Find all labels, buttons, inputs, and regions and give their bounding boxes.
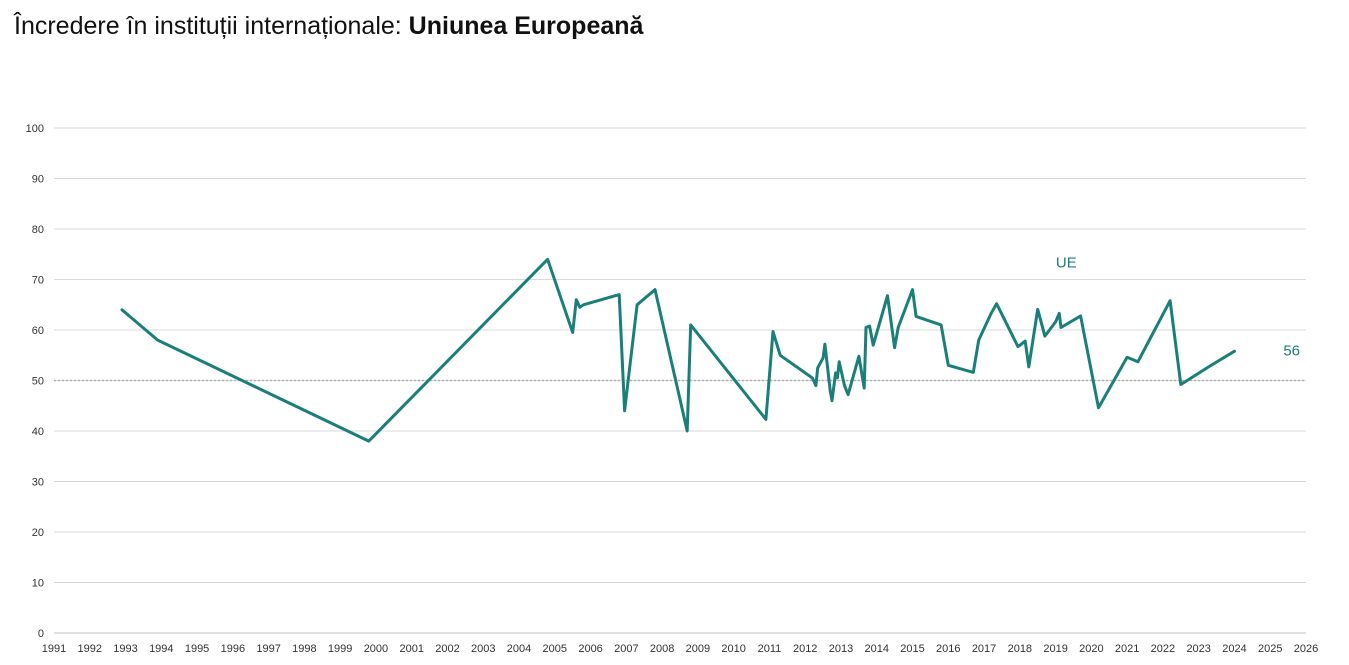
x-tick-label: 2011 (758, 643, 782, 655)
x-tick-label: 2019 (1043, 643, 1067, 655)
x-tick-label: 2009 (686, 643, 710, 655)
x-tick-label: 2013 (829, 643, 853, 655)
x-tick-label: 1998 (292, 643, 316, 655)
title-bold: Uniunea Europeană (408, 12, 644, 40)
series-label-ue: UE (1056, 254, 1077, 271)
x-tick-label: 1993 (113, 643, 137, 655)
y-tick-label: 90 (32, 174, 44, 186)
x-tick-label: 2002 (435, 643, 459, 655)
y-tick-label: 10 (32, 578, 44, 590)
x-tick-label: 2017 (972, 643, 996, 655)
x-tick-label: 2018 (1008, 643, 1032, 655)
x-tick-label: 1999 (328, 643, 352, 655)
y-tick-label: 70 (32, 275, 44, 287)
y-tick-label: 50 (32, 376, 44, 388)
x-tick-label: 2025 (1258, 643, 1282, 655)
x-tick-label: 1992 (78, 643, 102, 655)
x-tick-label: 2022 (1151, 643, 1175, 655)
y-tick-label: 30 (32, 477, 44, 489)
x-tick-label: 2014 (865, 643, 889, 655)
x-tick-label: 2008 (650, 643, 674, 655)
chart-title: Încredere în instituții internaționale: … (14, 12, 643, 41)
x-tick-label: 2015 (900, 643, 924, 655)
end-value-label: 56 (1283, 342, 1300, 359)
x-tick-label: 2016 (936, 643, 960, 655)
x-tick-label: 2001 (399, 643, 423, 655)
x-tick-label: 2005 (543, 643, 567, 655)
x-tick-label: 2024 (1222, 643, 1246, 655)
x-tick-label: 2012 (793, 643, 817, 655)
x-tick-label: 2010 (721, 643, 745, 655)
x-tick-label: 1994 (149, 643, 173, 655)
x-tick-label: 1991 (42, 643, 66, 655)
series-line-ue (120, 257, 1236, 443)
x-tick-label: 2004 (507, 643, 531, 655)
y-tick-label: 60 (32, 325, 44, 337)
x-tick-label: 2003 (471, 643, 495, 655)
x-tick-label: 2023 (1186, 643, 1210, 655)
x-tick-label: 2007 (614, 643, 638, 655)
y-tick-label: 40 (32, 426, 44, 438)
x-tick-label: 2021 (1115, 643, 1139, 655)
y-tick-label: 100 (26, 123, 44, 135)
x-tick-label: 1996 (221, 643, 245, 655)
x-tick-label: 2006 (578, 643, 602, 655)
x-tick-label: 2000 (364, 643, 388, 655)
y-tick-label: 20 (32, 527, 44, 539)
title-prefix: Încredere în instituții internaționale: (14, 12, 409, 40)
y-tick-label: 80 (32, 224, 44, 236)
x-tick-label: 1997 (256, 643, 280, 655)
x-tick-label: 1995 (185, 643, 209, 655)
x-tick-label: 2026 (1294, 643, 1318, 655)
x-tick-label: 2020 (1079, 643, 1103, 655)
y-tick-label: 0 (38, 628, 44, 640)
